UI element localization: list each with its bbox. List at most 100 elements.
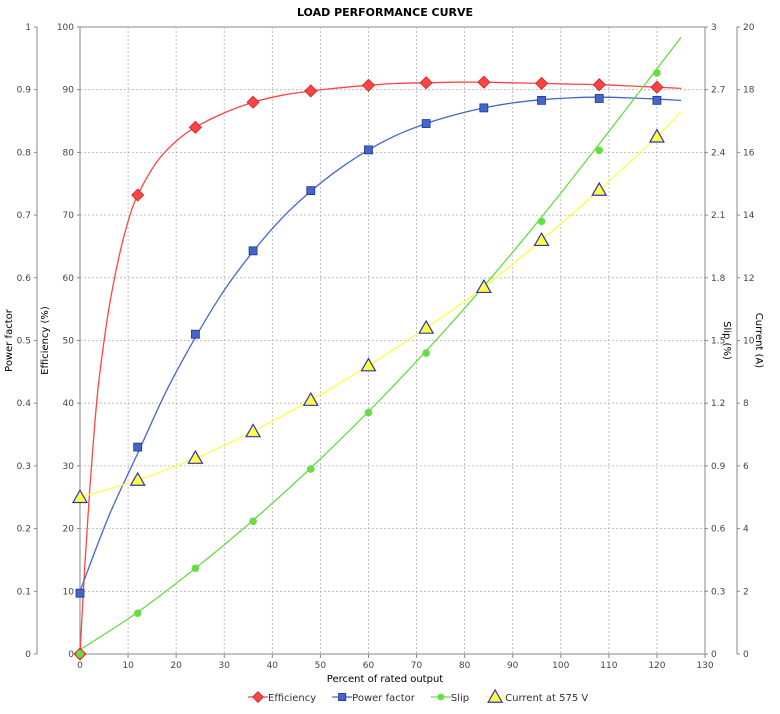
tick-label-pf-7: 0.7 bbox=[17, 211, 31, 221]
tick-label-slip-3: 0.9 bbox=[711, 462, 726, 472]
series-1-point-3 bbox=[248, 246, 258, 256]
series-0-point-6 bbox=[419, 76, 433, 90]
series-line-1 bbox=[79, 96, 682, 592]
series-1-point-1 bbox=[133, 442, 143, 452]
series-markers bbox=[71, 69, 665, 661]
legend-item-0: Efficiency bbox=[248, 691, 316, 704]
legend-label-2: Slip bbox=[451, 693, 469, 704]
tick-label-cur-10: 20 bbox=[743, 23, 755, 33]
series-2-point-0 bbox=[76, 650, 84, 658]
x-tick-label-130: 130 bbox=[696, 661, 713, 671]
legend-label-0: Efficiency bbox=[268, 693, 316, 704]
tick-label-eff-6: 60 bbox=[63, 274, 75, 284]
tick-label-cur-2: 4 bbox=[743, 525, 749, 535]
chart-title: LOAD PERFORMANCE CURVE bbox=[297, 6, 473, 19]
x-tick-label-100: 100 bbox=[552, 661, 569, 671]
tick-label-slip-4: 1.2 bbox=[711, 399, 725, 409]
series-1-point-10 bbox=[652, 95, 662, 105]
tick-label-eff-3: 30 bbox=[63, 462, 75, 472]
tick-label-pf-9: 0.9 bbox=[17, 86, 32, 96]
series-3-point-10 bbox=[648, 128, 665, 143]
x-axis-label: Percent of rated output bbox=[327, 674, 444, 685]
series-2-point-2 bbox=[191, 564, 200, 573]
tick-label-eff-0: 0 bbox=[68, 650, 74, 660]
series-3-point-0 bbox=[71, 489, 89, 504]
series-0-point-1 bbox=[131, 188, 145, 202]
series-3-point-5 bbox=[360, 357, 377, 372]
tick-label-pf-0: 0 bbox=[25, 650, 31, 660]
tick-label-pf-2: 0.2 bbox=[17, 525, 31, 535]
legend-marker-3 bbox=[487, 688, 504, 703]
series-0-point-4 bbox=[304, 84, 318, 98]
tick-label-cur-9: 18 bbox=[743, 86, 755, 96]
series-3-point-7 bbox=[475, 278, 492, 294]
series-2-point-4 bbox=[306, 465, 315, 473]
tick-label-pf-8: 0.8 bbox=[17, 148, 32, 158]
tick-label-cur-1: 2 bbox=[743, 587, 749, 597]
series-0-point-9 bbox=[592, 78, 606, 92]
legend-marker-0 bbox=[252, 691, 264, 703]
x-tick-label-60: 60 bbox=[363, 661, 375, 671]
tick-label-slip-8: 2.4 bbox=[711, 148, 726, 158]
series-1-point-9 bbox=[594, 94, 604, 103]
axis-title-cur: Current (A) bbox=[753, 313, 764, 368]
legend-marker-1 bbox=[338, 693, 347, 702]
axis-title-pf: Power factor bbox=[4, 308, 15, 372]
series-1-point-7 bbox=[479, 103, 489, 113]
x-tick-label-50: 50 bbox=[315, 661, 327, 671]
series-0-point-3 bbox=[246, 95, 260, 109]
tick-label-pf-3: 0.3 bbox=[17, 462, 31, 472]
tick-label-slip-7: 2.1 bbox=[711, 211, 725, 221]
legend-item-1: Power factor bbox=[332, 693, 416, 704]
x-tick-label-120: 120 bbox=[648, 661, 665, 671]
tick-label-slip-2: 0.6 bbox=[711, 525, 726, 535]
tick-label-eff-5: 50 bbox=[63, 337, 75, 347]
tick-label-slip-9: 2.7 bbox=[711, 86, 725, 96]
series-3-point-8 bbox=[533, 231, 550, 247]
axis-title-slip: Slip (%) bbox=[721, 321, 732, 360]
tick-label-cur-7: 14 bbox=[743, 211, 755, 221]
series-1-point-0 bbox=[75, 588, 85, 598]
series-3-point-3 bbox=[245, 423, 262, 438]
tick-label-cur-4: 8 bbox=[743, 399, 749, 409]
x-tick-label-110: 110 bbox=[600, 661, 617, 671]
axes: 0 10 20 30 40 50 60 70 80 90 100 110 120 13000.10.20.… bbox=[4, 23, 764, 671]
axis-title-eff: Efficiency (%) bbox=[40, 306, 51, 375]
series-1-point-8 bbox=[537, 95, 546, 105]
series-1-point-4 bbox=[306, 186, 316, 196]
tick-label-eff-10: 100 bbox=[57, 23, 74, 33]
legend-label-3: Current at 575 V bbox=[505, 693, 588, 704]
series-1-point-2 bbox=[190, 329, 200, 339]
legend-label-1: Power factor bbox=[352, 693, 416, 704]
tick-label-cur-0: 0 bbox=[743, 650, 749, 660]
tick-label-slip-1: 0.3 bbox=[711, 587, 725, 597]
x-tick-label-0: 0 bbox=[77, 661, 83, 671]
x-tick-label-70: 70 bbox=[411, 661, 423, 671]
x-tick-label-90: 90 bbox=[507, 661, 519, 671]
tick-label-eff-2: 20 bbox=[63, 525, 75, 535]
x-tick-label-40: 40 bbox=[267, 661, 279, 671]
series-0-point-8 bbox=[534, 76, 549, 90]
series-3-point-4 bbox=[302, 391, 319, 406]
tick-label-cur-3: 6 bbox=[743, 462, 749, 472]
tick-label-eff-7: 70 bbox=[63, 211, 75, 221]
series-3-point-9 bbox=[591, 181, 608, 196]
series-0-point-5 bbox=[361, 78, 376, 92]
tick-label-slip-10: 3 bbox=[711, 23, 717, 33]
x-tick-label-80: 80 bbox=[459, 661, 471, 671]
series-3-point-6 bbox=[418, 319, 435, 334]
series-2-point-8 bbox=[537, 217, 546, 226]
legend-item-2: Slip bbox=[430, 693, 469, 704]
series-2-point-6 bbox=[422, 349, 430, 357]
legend: Efficiency Power factor Slip Current at 575… bbox=[248, 688, 588, 704]
series-1-point-5 bbox=[364, 145, 373, 155]
tick-label-eff-8: 80 bbox=[63, 148, 75, 158]
series-0-point-7 bbox=[477, 75, 491, 89]
tick-label-pf-10: 1 bbox=[25, 23, 31, 33]
series-2-point-9 bbox=[595, 146, 604, 155]
tick-label-pf-5: 0.5 bbox=[17, 337, 31, 347]
tick-label-eff-1: 10 bbox=[63, 587, 75, 597]
x-tick-label-20: 20 bbox=[170, 661, 182, 671]
series-2-point-3 bbox=[249, 517, 257, 526]
